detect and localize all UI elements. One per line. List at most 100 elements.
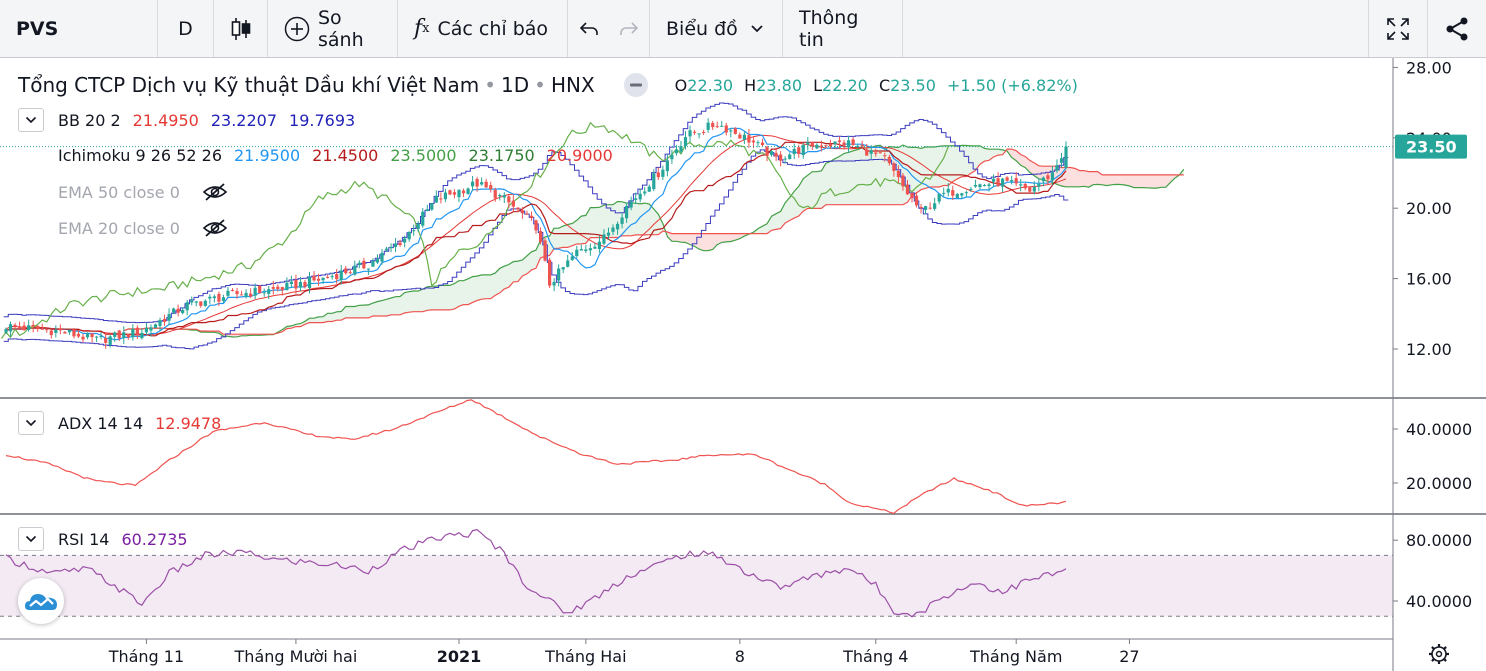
x-tick-label: 27: [1119, 647, 1139, 666]
candle-body: [122, 332, 126, 339]
candle-body: [76, 333, 81, 337]
tradingview-logo[interactable]: [18, 578, 64, 624]
eye-hidden-icon[interactable]: [202, 218, 228, 238]
candle-body: [797, 147, 801, 154]
cloud-segment: [853, 149, 858, 205]
symbol-search-button[interactable]: PVS: [0, 0, 158, 57]
cloud-segment: [1111, 174, 1116, 185]
adx-line: [5, 399, 1067, 515]
cloud-segment: [354, 305, 360, 318]
candle-body: [457, 189, 461, 198]
info-label: Thông tin: [799, 6, 859, 51]
rsi-pane: [0, 529, 1393, 618]
candle-body: [887, 156, 891, 164]
fullscreen-button[interactable]: [1368, 0, 1427, 57]
candle-body: [262, 292, 266, 294]
candle-body: [507, 196, 511, 203]
candle-body: [878, 152, 882, 154]
interval-button[interactable]: D: [158, 0, 214, 57]
candle-body: [412, 230, 416, 232]
cloud-segment: [463, 278, 469, 305]
compare-button[interactable]: So sánh: [268, 0, 398, 57]
gear-tooth: [1443, 646, 1447, 650]
legend-ema20: EMA 20 close 0: [58, 218, 228, 238]
candle-body: [511, 200, 515, 207]
candle-body: [711, 123, 715, 128]
candle-body: [63, 331, 67, 334]
candle-body: [846, 140, 851, 148]
separator-dot: •: [484, 73, 497, 97]
candle-body: [425, 209, 429, 211]
ohlc-readout: O22.30 H23.80 L22.20 C23.50 +1.50 (+6.82…: [675, 76, 1078, 95]
cloud-logo-icon: [24, 590, 58, 612]
legend-ema50: EMA 50 close 0: [58, 182, 228, 202]
share-button[interactable]: [1427, 0, 1486, 57]
cloud-segment: [345, 306, 351, 318]
undo-button[interactable]: [568, 0, 609, 57]
candle-body: [221, 297, 226, 301]
candle-body: [670, 154, 674, 160]
cloud-segment: [812, 171, 817, 209]
info-button[interactable]: Thông tin: [783, 0, 903, 57]
candle-body: [982, 184, 987, 186]
candle-body: [258, 285, 262, 294]
candle-body: [443, 192, 448, 200]
ichimoku-span-b-line: [123, 148, 1184, 335]
cloud-segment: [834, 156, 840, 205]
legend-bb: BB 20 2 21.4950 23.2207 19.7693: [18, 108, 355, 132]
candle-body: [117, 330, 121, 339]
candle-body: [991, 178, 996, 182]
settings-gear-icon[interactable]: [1429, 644, 1449, 664]
cloud-segment: [699, 233, 704, 251]
cloud-segment: [413, 290, 419, 312]
chart-menu-button[interactable]: Biểu đồ: [650, 0, 783, 57]
rsi-band: [0, 555, 1393, 617]
ichimoku-kijun-line: [5, 141, 1067, 337]
candle-body: [149, 327, 153, 331]
last-price-label: 23.50: [1406, 138, 1457, 157]
cloud-segment: [327, 313, 333, 322]
cloud-segment: [780, 202, 786, 229]
chart-style-button[interactable]: [214, 0, 268, 57]
adx-pane: [5, 399, 1067, 515]
candle-body: [403, 238, 407, 243]
candle-body: [416, 223, 420, 229]
cloud-segment: [332, 311, 337, 322]
candle-body: [289, 281, 293, 285]
interval-label: D: [178, 17, 193, 40]
redo-button[interactable]: [609, 0, 650, 57]
candle-body: [461, 190, 466, 194]
cloud-segment: [816, 170, 822, 209]
candle-body: [720, 125, 724, 127]
cloud-segment: [459, 280, 464, 307]
eye-hidden-icon[interactable]: [202, 182, 228, 202]
candle-body: [285, 282, 289, 291]
cloud-segment: [372, 301, 378, 317]
candle-body: [865, 149, 869, 156]
candle-body: [774, 152, 778, 157]
legend-collapse-button[interactable]: [18, 411, 44, 435]
legend-collapse-button[interactable]: [18, 527, 44, 551]
candle-body: [543, 240, 547, 261]
candle-body: [31, 324, 35, 327]
candle-body: [810, 142, 814, 147]
cloud-segment: [1079, 170, 1085, 187]
cloud-segment: [1129, 174, 1134, 188]
candle-body: [747, 135, 751, 143]
cloud-segment: [721, 233, 727, 243]
cloud-segment: [508, 261, 514, 288]
candle-body: [421, 211, 425, 226]
legend-collapse-button[interactable]: [18, 108, 44, 132]
candle-body: [493, 189, 497, 199]
candle-body: [697, 133, 701, 135]
candle-body: [702, 131, 706, 133]
title-interval: 1D: [501, 73, 530, 97]
ichimoku-spanA-value: 23.1750: [468, 146, 535, 165]
candle-body: [430, 203, 434, 210]
chart-area[interactable]: 12.0016.0020.0024.0028.0020.000040.00004…: [0, 58, 1486, 671]
y-tick-label: 20.00: [1406, 199, 1452, 218]
candle-body: [942, 192, 946, 194]
candle-body: [788, 154, 792, 160]
cloud-segment: [400, 292, 405, 315]
